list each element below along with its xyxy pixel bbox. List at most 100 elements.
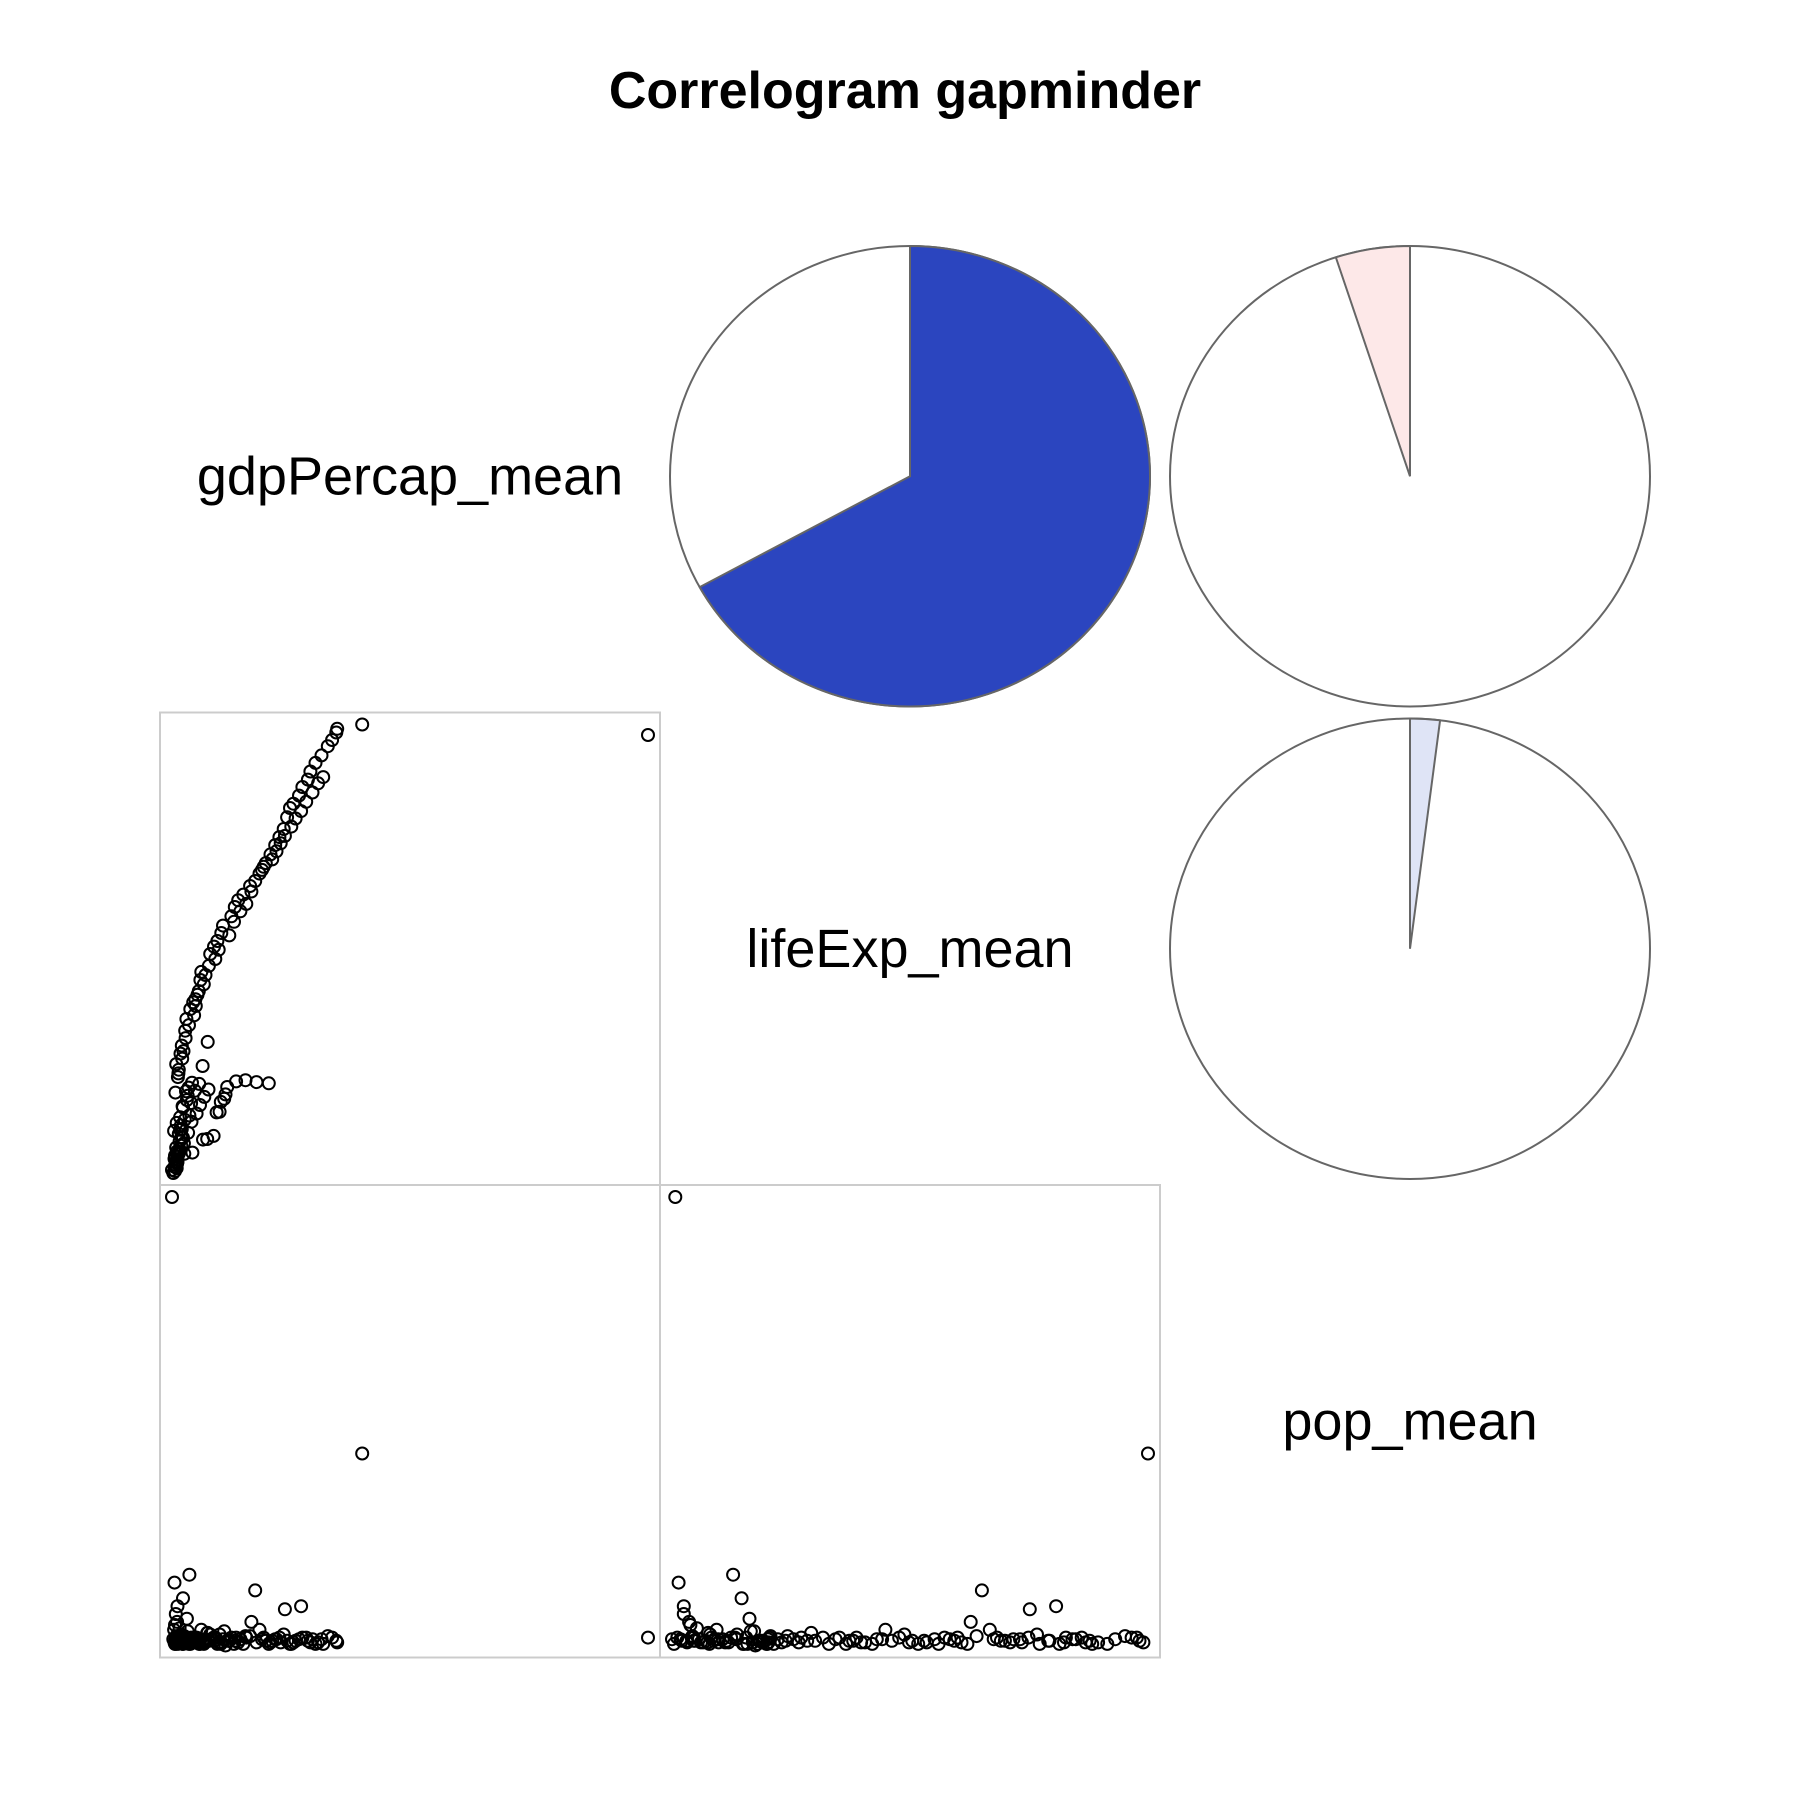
scatter-point — [168, 1164, 182, 1179]
scatter-point — [176, 1130, 190, 1145]
scatter-point — [726, 1567, 741, 1582]
scatter-point — [808, 1633, 823, 1648]
pie-gdpPercap_mean-pop_mean — [1169, 244, 1651, 708]
scatter-point — [969, 1629, 984, 1644]
scatter-point — [858, 1635, 872, 1650]
scatter-point — [1041, 1633, 1056, 1648]
scatter-point — [185, 1075, 199, 1090]
scatter-point — [997, 1633, 1012, 1648]
scatter-point — [273, 1635, 288, 1650]
scatter-point — [185, 1145, 200, 1160]
scatter-point — [201, 1633, 216, 1648]
scatter-point — [170, 1633, 185, 1648]
scatter-point — [218, 1087, 233, 1102]
scatter-point — [176, 1591, 190, 1606]
scatter-point — [1022, 1602, 1037, 1617]
pie-wedge — [1409, 717, 1442, 949]
scatter-point — [176, 1044, 191, 1059]
scatter-point — [884, 1633, 899, 1648]
scatter-point — [676, 1599, 691, 1614]
scatter-point — [252, 1622, 267, 1637]
scatter-point — [878, 1622, 893, 1637]
scatter-point — [667, 1636, 681, 1651]
pie-lifeExp_mean-pop_mean — [1169, 717, 1651, 1180]
scatter-point — [299, 1630, 314, 1645]
scatter-point — [192, 1636, 207, 1651]
scatter-point — [702, 1636, 717, 1651]
scatter-point — [229, 1074, 244, 1089]
scatter-point — [688, 1633, 702, 1648]
scatter-point — [842, 1633, 857, 1648]
variable-label-gdppercap-mean: gdpPercap_mean — [197, 446, 623, 506]
pie-wedge — [1334, 244, 1411, 477]
scatter-point — [974, 1583, 989, 1598]
scatter-point — [1058, 1630, 1073, 1645]
scatter-point — [1141, 1446, 1155, 1461]
scatter-point — [330, 721, 345, 736]
scatter-point — [261, 1076, 276, 1091]
scatter-point — [917, 1633, 932, 1648]
scatter-point — [1108, 1632, 1123, 1647]
scatter-point — [212, 1104, 227, 1119]
scatter-point — [269, 844, 284, 859]
scatter-point — [200, 1034, 215, 1049]
scatter-point — [200, 1132, 215, 1146]
scatter-point — [316, 1636, 331, 1651]
scatter-point — [711, 1635, 726, 1650]
scatter-point — [236, 887, 251, 902]
scatter-point — [671, 1575, 686, 1590]
scatter-point — [684, 1630, 699, 1645]
scatter-point — [196, 977, 211, 992]
scatter-point — [252, 866, 267, 881]
scatter-point — [213, 1094, 228, 1109]
scatter-point — [299, 794, 314, 809]
scatter-point — [1124, 1630, 1139, 1645]
scatter-point — [950, 1630, 965, 1645]
chart-title: Correlogram gapminder — [609, 62, 1201, 120]
scatter-point — [168, 1636, 182, 1651]
scatter-panel-pop_mean-vs-gdpPercap_mean — [159, 1184, 661, 1659]
scatter-point — [284, 819, 299, 834]
scatter-point — [960, 1636, 975, 1651]
scatter-point — [942, 1632, 957, 1647]
scatter-panel-lifeExp_mean-vs-gdpPercap_mean — [159, 711, 661, 1186]
scatter-point — [211, 1635, 226, 1650]
scatter-point — [249, 1075, 264, 1090]
variable-label-pop-mean: pop_mean — [1282, 1391, 1537, 1451]
scatter-point — [206, 1128, 221, 1143]
scatter-point — [355, 717, 370, 732]
scatter-point — [982, 1622, 997, 1637]
scatter-point — [214, 926, 229, 940]
scatter-point — [182, 1567, 197, 1582]
scatter-point — [184, 1096, 199, 1111]
scatter-point — [760, 1632, 775, 1647]
scatter-point — [314, 748, 329, 763]
scatter-point — [233, 1632, 248, 1647]
scatter-point — [265, 852, 280, 867]
scatter-point — [277, 828, 292, 843]
scatter-point — [1032, 1636, 1047, 1651]
scatter-point — [208, 952, 223, 966]
scatter-point — [1085, 1636, 1100, 1651]
scatter-point — [178, 1031, 193, 1046]
scatter-point — [170, 1614, 185, 1629]
scatter-point — [248, 1583, 263, 1598]
pie-gdpPercap_mean-lifeExp_mean — [669, 244, 1151, 708]
scatter-point — [189, 1106, 204, 1121]
scatter-point — [668, 1190, 683, 1204]
scatter-point — [1014, 1635, 1029, 1650]
scatter-point — [1030, 1627, 1044, 1642]
scatter-point — [875, 1632, 890, 1647]
scatter-point — [734, 1591, 749, 1606]
scatter-point — [277, 1602, 292, 1617]
scatter-point — [187, 1008, 202, 1023]
scatter-point — [220, 1080, 235, 1094]
scatter-point — [188, 999, 203, 1013]
scatter-point — [794, 1630, 809, 1645]
scatter-point — [294, 1599, 309, 1614]
scatter-point — [316, 770, 331, 785]
scatter-point — [256, 859, 271, 874]
scatter-point — [239, 896, 254, 911]
scatter-point — [193, 1098, 207, 1112]
